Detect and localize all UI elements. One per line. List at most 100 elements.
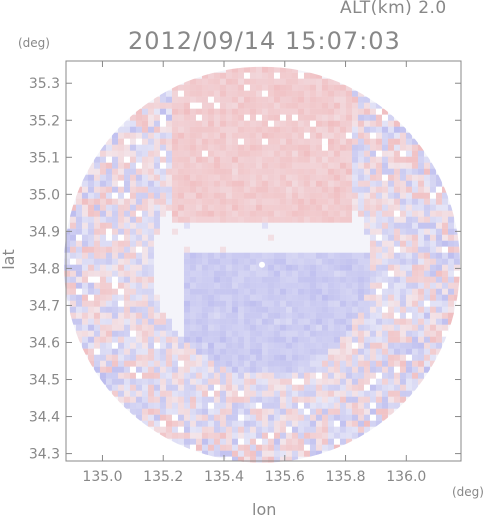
- radar-cell: [129, 138, 136, 145]
- radar-cell: [213, 426, 220, 433]
- radar-cell: [339, 252, 346, 259]
- radar-cell: [369, 390, 376, 397]
- radar-cell: [375, 192, 382, 199]
- radar-cell: [261, 378, 268, 385]
- radar-cell: [321, 204, 328, 211]
- radar-cell: [123, 180, 130, 187]
- radar-cell: [93, 234, 100, 241]
- radar-cell: [429, 258, 436, 265]
- radar-cell: [285, 330, 292, 337]
- radar-cell: [255, 282, 262, 289]
- radar-cell: [273, 354, 280, 361]
- radar-cell: [219, 396, 226, 403]
- radar-cell: [129, 162, 136, 169]
- radar-cell: [285, 390, 292, 397]
- radar-cell: [297, 144, 304, 151]
- radar-cell: [315, 258, 322, 265]
- radar-cell: [135, 216, 142, 223]
- radar-cell: [297, 114, 304, 121]
- radar-cell: [189, 150, 196, 157]
- radar-cell: [303, 210, 310, 217]
- radar-cell: [273, 456, 280, 463]
- radar-cell: [93, 354, 100, 361]
- radar-cell: [339, 408, 346, 415]
- radar-cell: [441, 336, 448, 343]
- radar-cell: [135, 150, 142, 157]
- radar-cell: [315, 162, 322, 169]
- radar-cell: [189, 216, 196, 223]
- radar-cell: [315, 126, 322, 133]
- radar-cell: [105, 228, 112, 235]
- radar-cell: [309, 366, 316, 373]
- radar-cell: [369, 282, 376, 289]
- radar-cell: [345, 270, 352, 277]
- radar-cell: [243, 66, 250, 73]
- radar-cell: [165, 402, 172, 409]
- radar-cell: [429, 234, 436, 241]
- radar-cell: [309, 216, 316, 223]
- radar-cell: [243, 414, 250, 421]
- radar-cell: [303, 330, 310, 337]
- radar-cell: [249, 180, 256, 187]
- radar-cell: [111, 318, 118, 325]
- radar-cell: [273, 210, 280, 217]
- radar-cell: [309, 270, 316, 277]
- radar-cell: [423, 192, 430, 199]
- radar-cell: [183, 420, 190, 427]
- radar-cell: [225, 384, 232, 391]
- radar-cell: [225, 324, 232, 331]
- radar-cell: [213, 96, 220, 103]
- radar-cell: [315, 180, 322, 187]
- radar-cell: [405, 360, 412, 367]
- radar-cell: [351, 192, 358, 199]
- radar-cell: [189, 132, 196, 139]
- radar-cell: [249, 102, 256, 109]
- radar-cell: [429, 246, 436, 253]
- radar-cell: [165, 414, 172, 421]
- radar-cell: [369, 156, 376, 163]
- radar-cell: [261, 222, 268, 229]
- radar-cell: [447, 216, 454, 223]
- radar-cell: [309, 318, 316, 325]
- radar-cell: [87, 282, 94, 289]
- radar-cell: [105, 222, 112, 229]
- radar-cell: [345, 312, 352, 319]
- radar-cell: [129, 348, 136, 355]
- radar-cell: [189, 366, 196, 373]
- radar-cell: [261, 168, 268, 175]
- radar-cell: [255, 150, 262, 157]
- radar-cell: [183, 270, 190, 277]
- radar-cell: [111, 342, 118, 349]
- radar-cell: [93, 360, 100, 367]
- radar-cell: [123, 264, 130, 271]
- radar-cell: [321, 360, 328, 367]
- radar-cell: [279, 408, 286, 415]
- radar-cell: [75, 288, 82, 295]
- radar-cell: [171, 114, 178, 121]
- radar-cell: [303, 414, 310, 421]
- radar-cell: [357, 414, 364, 421]
- radar-cell: [237, 186, 244, 193]
- radar-cell: [159, 336, 166, 343]
- radar-cell: [99, 240, 106, 247]
- radar-cell: [393, 348, 400, 355]
- radar-cell: [201, 342, 208, 349]
- radar-cell: [405, 156, 412, 163]
- radar-cell: [99, 366, 106, 373]
- radar-cell: [435, 282, 442, 289]
- radar-cell: [165, 96, 172, 103]
- radar-cell: [165, 330, 172, 337]
- radar-cell: [117, 300, 124, 307]
- radar-cell: [309, 192, 316, 199]
- radar-cell: [213, 402, 220, 409]
- radar-cell: [87, 342, 94, 349]
- radar-cell: [147, 174, 154, 181]
- radar-cell: [75, 294, 82, 301]
- radar-cell: [279, 378, 286, 385]
- radar-cell: [135, 114, 142, 121]
- radar-cell: [279, 420, 286, 427]
- radar-cell: [303, 450, 310, 457]
- radar-cell: [363, 270, 370, 277]
- radar-cell: [375, 114, 382, 121]
- radar-cell: [189, 198, 196, 205]
